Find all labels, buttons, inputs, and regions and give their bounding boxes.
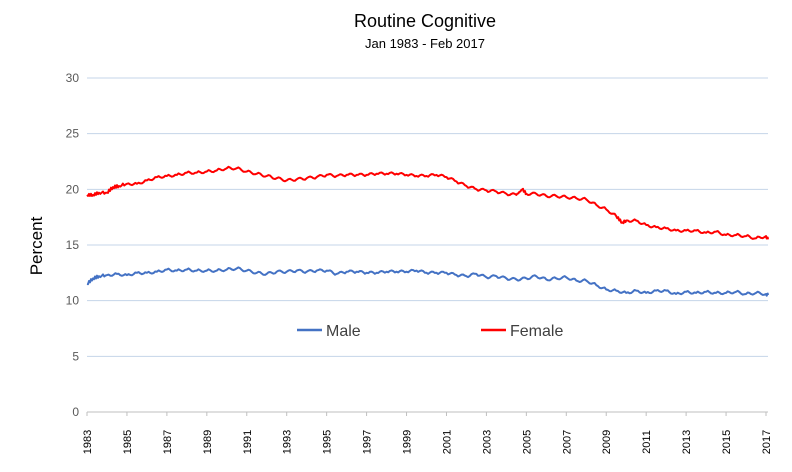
x-tick-label: 1987 bbox=[162, 430, 174, 454]
y-axis-label: Percent bbox=[27, 216, 46, 275]
series-lines bbox=[86, 165, 769, 297]
x-tick-label: 1997 bbox=[362, 430, 374, 454]
series-line-male bbox=[86, 266, 769, 297]
x-tick-label: 2007 bbox=[561, 430, 573, 454]
series-line-female bbox=[86, 165, 769, 240]
y-tick-label: 15 bbox=[66, 238, 80, 252]
x-tick-label: 2011 bbox=[641, 430, 653, 454]
y-tick-label: 20 bbox=[66, 182, 80, 196]
x-tick-label: 1983 bbox=[82, 430, 94, 454]
x-tick-label: 2013 bbox=[681, 430, 693, 454]
x-tick-label: 2003 bbox=[481, 430, 493, 454]
x-tick-label: 1991 bbox=[242, 430, 254, 454]
y-axis-ticks: 0 5 10 15 20 25 30 bbox=[66, 71, 80, 419]
x-tick-label: 2009 bbox=[601, 430, 613, 454]
x-tick-label: 1985 bbox=[122, 430, 134, 454]
y-tick-label: 0 bbox=[72, 405, 79, 419]
legend: Male Female bbox=[297, 323, 563, 340]
x-tick-label: 2001 bbox=[441, 430, 453, 454]
x-tick-label: 1999 bbox=[402, 430, 414, 454]
y-tick-label: 25 bbox=[66, 127, 80, 141]
x-tick-label: 1993 bbox=[282, 430, 294, 454]
x-tick-label: 1989 bbox=[202, 430, 214, 454]
x-tick-label: 2005 bbox=[521, 430, 533, 454]
x-tick-label: 2015 bbox=[721, 430, 733, 454]
x-axis-ticks: 1983 1985 1987 1989 1991 1993 1995 1997 1999 2001… bbox=[82, 412, 773, 454]
chart-subtitle: Jan 1983 - Feb 2017 bbox=[365, 36, 485, 51]
x-tick-label: 1995 bbox=[322, 430, 334, 454]
x-tick-label: 2017 bbox=[761, 430, 773, 454]
y-tick-label: 30 bbox=[66, 71, 80, 85]
y-tick-label: 5 bbox=[72, 349, 79, 363]
legend-label-male: Male bbox=[326, 323, 361, 340]
gridlines bbox=[87, 77, 768, 413]
chart-title: Routine Cognitive bbox=[354, 11, 496, 31]
legend-label-female: Female bbox=[510, 323, 563, 340]
y-tick-label: 10 bbox=[66, 294, 80, 308]
